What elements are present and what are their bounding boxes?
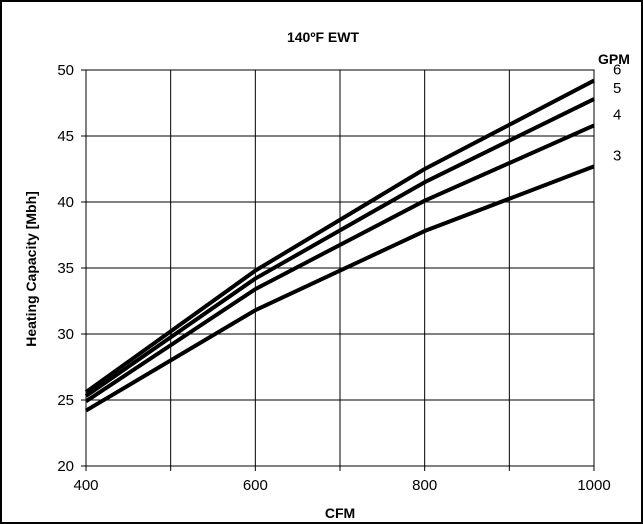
tick-labels: 20 25 30 35 40 45 50 400 600 800 1000	[57, 62, 610, 494]
y-tick-label: 40	[57, 194, 74, 211]
x-tick-label: 600	[243, 477, 268, 494]
y-tick-label: 20	[57, 458, 74, 475]
y-tick-label: 50	[57, 62, 74, 79]
y-axis-label: Heating Capacity [Mbh]	[23, 191, 39, 347]
legend-title: GPM	[598, 51, 630, 67]
series-label-gpm-5: 5	[613, 80, 621, 97]
x-tick-label: 800	[412, 477, 437, 494]
x-tick-label: 1000	[577, 477, 610, 494]
y-tick-label: 35	[57, 260, 74, 277]
series-labels: 65 4 3	[613, 62, 621, 165]
chart-title: 140ºF EWT	[287, 29, 359, 45]
series-label-gpm-4: 4	[613, 106, 621, 123]
series-line-gpm-3	[84, 164, 595, 413]
series-line-gpm-5	[84, 97, 595, 398]
y-tick-label: 45	[57, 128, 74, 145]
y-tick-label: 30	[57, 326, 74, 343]
series-line-gpm-4	[84, 123, 595, 403]
x-tick-label: 400	[73, 477, 98, 494]
y-tick-label: 25	[57, 392, 74, 409]
x-axis-label: CFM	[325, 505, 355, 521]
series-lines	[84, 78, 595, 413]
grid-lines	[81, 69, 595, 471]
series-line-gpm-6	[84, 78, 595, 394]
series-label-gpm-3: 3	[613, 147, 621, 164]
series-label-gpm-6: 6	[613, 62, 621, 79]
